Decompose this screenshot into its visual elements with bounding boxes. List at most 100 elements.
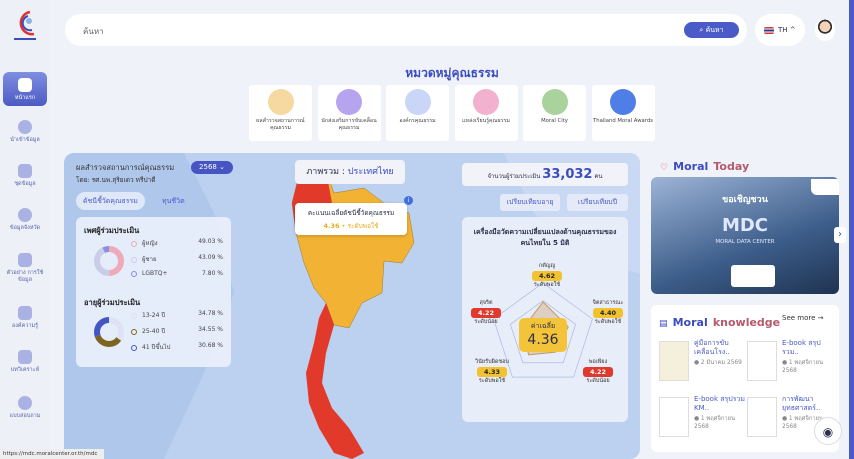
donut-segment xyxy=(94,246,124,276)
dimension-level: ระดับน้อย xyxy=(586,378,610,384)
legend-dot xyxy=(131,344,137,351)
category-label: แหล่งเรียนรู้คุณธรรม xyxy=(462,118,510,124)
map-south-region xyxy=(306,303,364,459)
nav-label: องค์ความรู้ xyxy=(11,323,39,329)
avatar[interactable] xyxy=(815,19,835,41)
donut-segment xyxy=(94,317,124,347)
legend-dot xyxy=(131,328,137,335)
scrollbar[interactable] xyxy=(849,0,854,459)
year-value: 2568 xyxy=(199,163,217,171)
category-card[interactable]: Moral City xyxy=(523,85,586,141)
sidebar-item-province[interactable]: ข้อมูลจังหวัด xyxy=(3,208,47,232)
dimension-label: กตัญญู xyxy=(538,263,556,269)
chevron-up-icon: ^ xyxy=(789,26,796,34)
age-donut xyxy=(94,317,124,347)
tooltip-score: 4.36 xyxy=(323,222,340,230)
knowledge-thumbnail[interactable] xyxy=(747,341,777,381)
document-icon xyxy=(18,253,32,267)
knowledge-item[interactable]: คู่มือการขับเคลื่อนโรง.. ● 2 มีนาคม 2569 xyxy=(694,339,746,367)
compare-year-button[interactable]: เปรียบเทียบปี xyxy=(567,194,628,211)
see-more-link[interactable]: See more → xyxy=(782,314,824,322)
heart-icon: ♡ xyxy=(660,163,669,173)
knowledge-item[interactable]: E-book สรุปรวม KM.. ● 1 พฤศจิกายน 2568 xyxy=(694,395,746,431)
carousel-next-button[interactable]: › xyxy=(834,227,846,243)
chatbot-mascot-button[interactable]: ◉ xyxy=(814,417,842,445)
search-button[interactable]: ⌕ ค้นหา xyxy=(684,22,739,38)
search-input[interactable]: ค้นหา xyxy=(83,27,104,36)
import-icon xyxy=(18,120,32,134)
dimension-label: พอเพียง xyxy=(588,359,608,365)
legend-label: 13-24 ปี xyxy=(142,312,166,319)
average-box: ค่าเฉลี่ย 4.36 xyxy=(519,318,567,352)
nav-label: ข้อมูลจังหวัด xyxy=(9,225,41,231)
nav-label: นำเข้าข้อมูล xyxy=(10,137,40,143)
dimension-level: ระดับพอใช้ xyxy=(533,282,561,288)
chevron-down-icon: ⌄ xyxy=(219,163,225,171)
survey-title: ผลสำรวจสถานการณ์คุณธรรม xyxy=(76,163,175,172)
book-icon xyxy=(18,306,32,320)
info-icon[interactable]: i xyxy=(404,196,413,205)
category-label: นักส่งเสริมการขับเคลื่อนคุณธรรม xyxy=(321,118,377,131)
knowledge-title: E-book สรุปรวม KM.. xyxy=(694,395,746,412)
home-icon xyxy=(18,78,32,92)
category-card[interactable]: Thailand Moral Awards xyxy=(591,85,655,141)
sidebar-item-import[interactable]: นำเข้าข้อมูล xyxy=(3,120,47,144)
tab-life-capital[interactable]: ทุนชีวิต xyxy=(162,197,185,205)
knowledge-item[interactable]: E-book สรุปรวม.. ● 1 พฤศจิกายน 2568 xyxy=(782,339,834,375)
banner-heading: ขอเชิญชวน xyxy=(722,195,768,205)
category-card[interactable]: แหล่งเรียนรู้คุณธรรม xyxy=(454,85,518,141)
category-icon xyxy=(473,89,499,115)
legend-label: LGBTQ+ xyxy=(142,270,168,277)
legend-item: 25-40 ปี xyxy=(131,326,165,336)
radar-grid xyxy=(510,300,576,364)
sidebar-item-knowledge[interactable]: องค์ความรู้ xyxy=(3,306,47,330)
legend-item: ผู้หญิง xyxy=(131,238,158,248)
legend-label: 41 ปีขึ้นไป xyxy=(142,344,171,351)
clock-icon: ● xyxy=(694,416,701,422)
legend-item: ผู้ชาย xyxy=(131,254,156,264)
knowledge-thumbnail[interactable] xyxy=(747,397,777,437)
category-label: องค์กรคุณธรรม xyxy=(399,118,436,124)
search-bar[interactable]: ค้นหา ⌕ ค้นหา xyxy=(65,14,747,46)
dimension-value: 4.22 xyxy=(471,308,501,318)
sidebar-item-analysis[interactable]: บทวิเคราะห์ xyxy=(3,350,47,374)
sidebar-item-examples[interactable]: ตัวอย่าง การใช้ข้อมูล xyxy=(3,253,47,284)
knowledge-item[interactable]: การพัฒนายุทธศาสตร์.. ● 1 พฤศจิกายน 2568 xyxy=(782,395,834,431)
qr-code xyxy=(731,265,775,287)
clock-icon: ● xyxy=(782,360,789,366)
language-label: TH xyxy=(778,26,788,34)
category-icon xyxy=(541,89,568,115)
clock-icon: ● xyxy=(694,360,701,366)
category-label: Moral City xyxy=(541,118,568,124)
tab-moral-index[interactable]: ดัชนีชี้วัดคุณธรรม xyxy=(76,192,145,210)
participants-card: เพศผู้ร่วมประเมิน ผู้หญิง 49.03 % ผู้ชาย 43… xyxy=(76,217,231,367)
knowledge-thumbnail[interactable] xyxy=(659,341,689,381)
category-card[interactable]: นักส่งเสริมการขับเคลื่อนคุณธรรม xyxy=(317,85,381,141)
donut-segment xyxy=(94,317,124,347)
info-icon xyxy=(18,396,32,410)
news-banner[interactable]: ขอเชิญชวน MDC MORAL DATA CENTER xyxy=(651,177,839,294)
dimension-value: 4.22 xyxy=(583,367,613,377)
title-b: Today xyxy=(713,160,750,173)
legend-label: ผู้ชาย xyxy=(142,256,157,263)
sidebar-item-survey[interactable]: แบบสอบถาม xyxy=(3,396,47,420)
sidebar-item-datasets[interactable]: ชุดข้อมูล xyxy=(3,164,47,188)
year-dropdown[interactable]: 2568 ⌄ xyxy=(191,161,233,174)
legend-label: 25-40 ปี xyxy=(142,328,166,335)
logo[interactable] xyxy=(10,8,40,44)
dimension-label: วินัยรับผิดชอบ xyxy=(475,359,509,365)
knowledge-date: 2 มีนาคม 2569 xyxy=(700,360,742,366)
knowledge-thumbnail[interactable] xyxy=(659,397,689,437)
search-icon: ⌕ xyxy=(699,26,706,34)
knowledge-title: การพัฒนายุทธศาสตร์.. xyxy=(782,395,821,412)
count-value: 33,032 xyxy=(542,167,593,182)
category-card[interactable]: ผลสำรวจสถานการณ์คุณธรรม xyxy=(249,85,312,141)
survey-author: โดย: รศ.นพ.สุริยเดว ทรีปาตี xyxy=(76,176,156,184)
category-card[interactable]: องค์กรคุณธรรม xyxy=(386,85,449,141)
language-selector[interactable]: TH ^ xyxy=(755,14,805,46)
sidebar-item-home[interactable]: หน้าแรก xyxy=(3,72,47,106)
dimension-level: ระดับพอใช้ xyxy=(478,378,506,384)
legend-value: 43.09 % xyxy=(198,254,223,261)
age-title: อายุผู้ร่วมประเมิน xyxy=(84,298,141,307)
compare-age-button[interactable]: เปรียบเทียบอายุ xyxy=(500,194,560,211)
